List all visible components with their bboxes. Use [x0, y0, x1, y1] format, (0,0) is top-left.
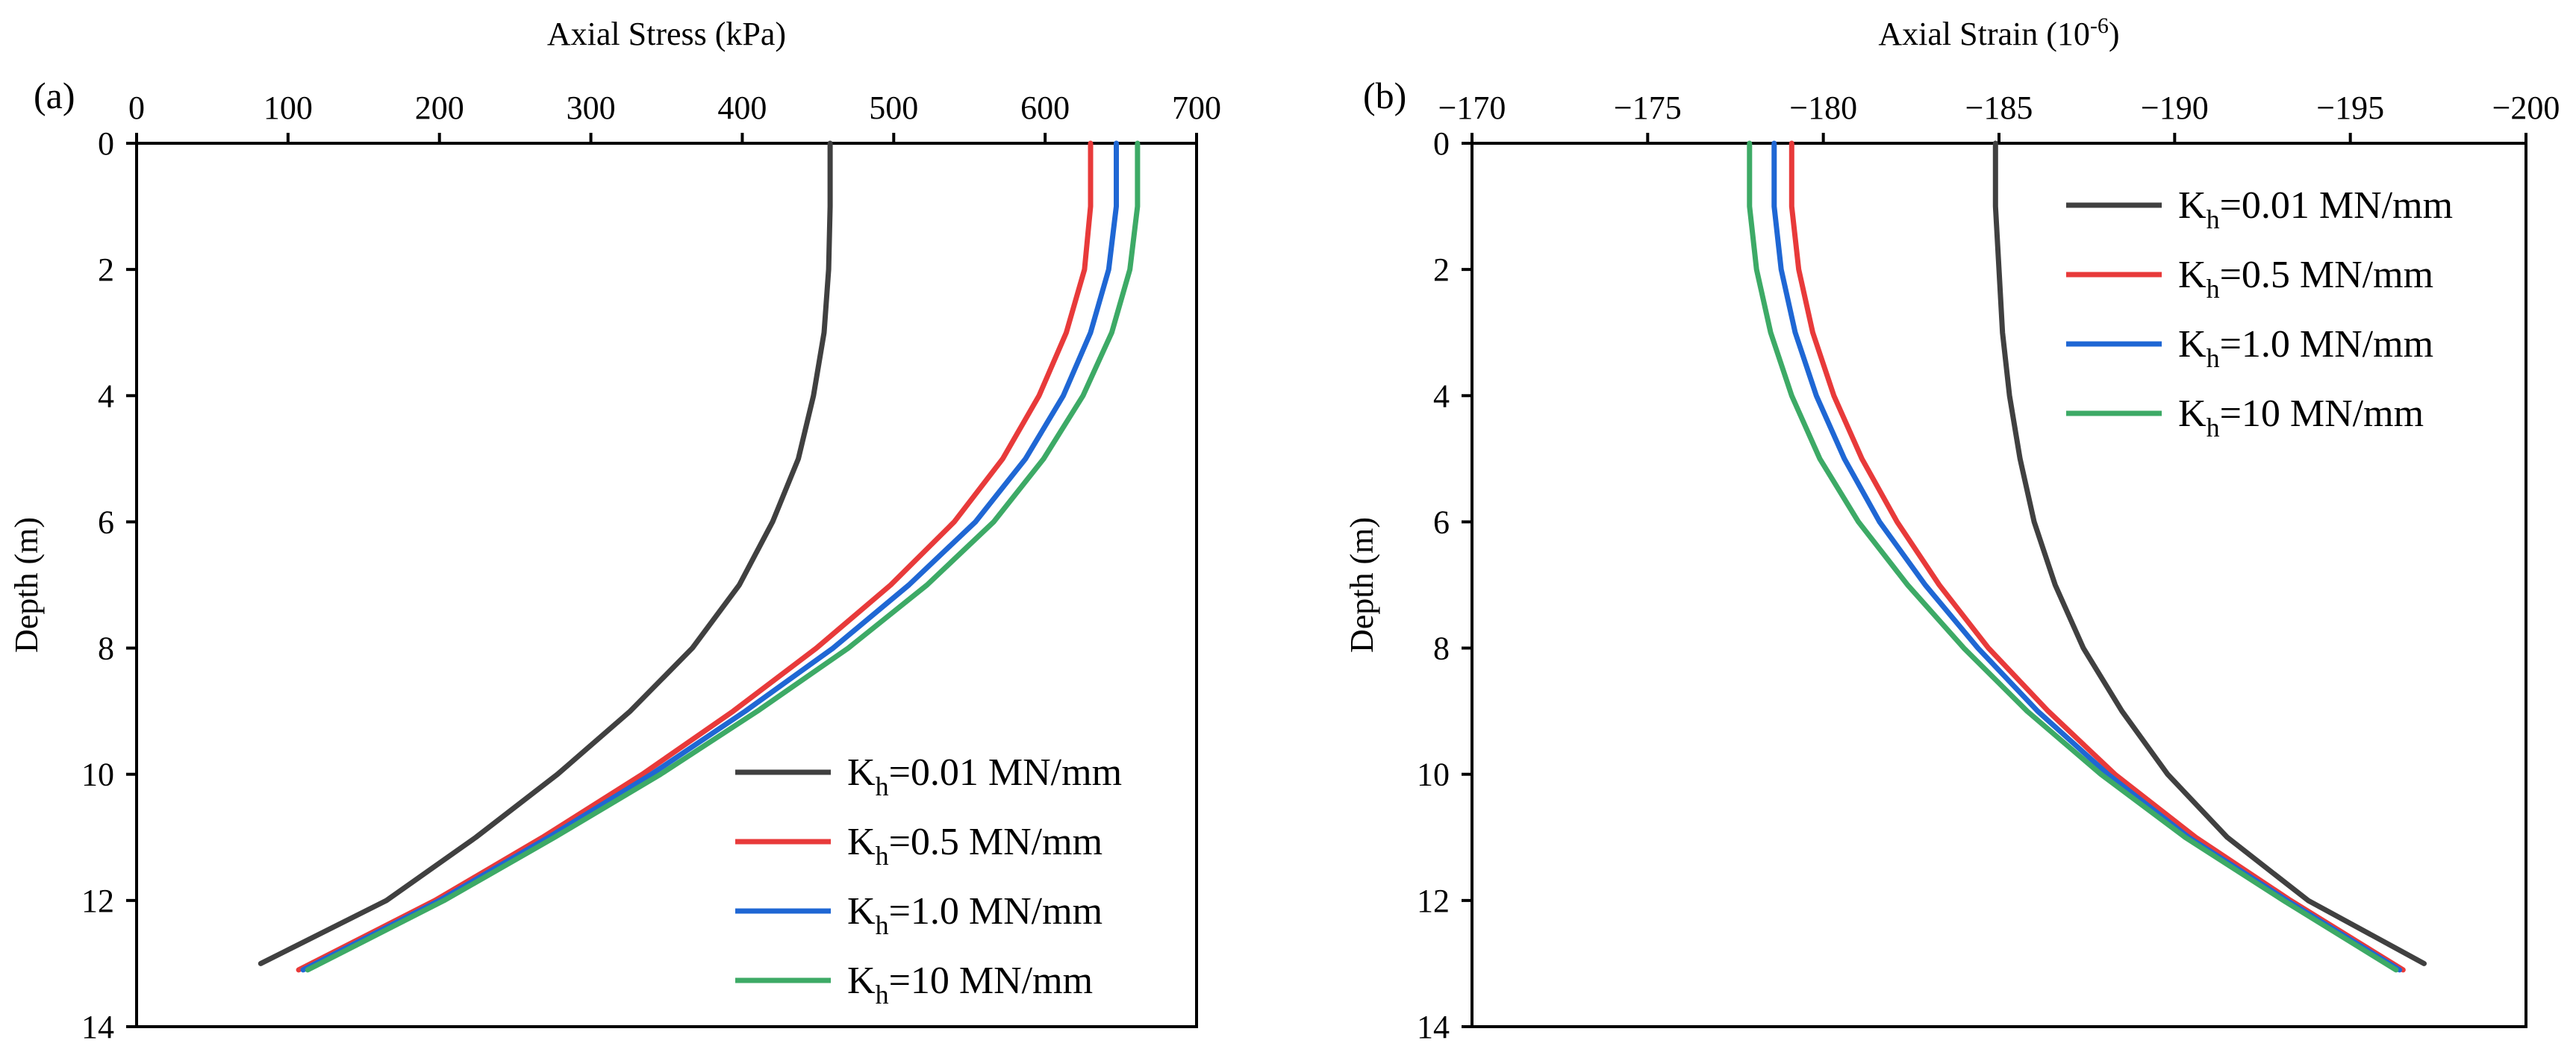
- x-tick-label: 400: [717, 90, 767, 126]
- legend-label-4: Kh=10 MN/mm: [2178, 392, 2424, 442]
- panel-label: (b): [1363, 75, 1406, 116]
- x-axis-title-superscript: -6: [2090, 13, 2109, 38]
- x-tick-label: −200: [2492, 90, 2560, 126]
- legend-label-1: Kh=0.01 MN/mm: [2178, 184, 2453, 234]
- series-line-4: [1747, 140, 2399, 973]
- y-tick-label: 12: [81, 883, 114, 919]
- y-axis-title: Depth (m): [8, 517, 45, 653]
- y-tick-label: 4: [98, 378, 114, 414]
- chart-panel-b: −170 −175 −180 −185 −190 −195 −200 0 2 4 6 8 10 12 14 A…: [1344, 13, 2560, 1045]
- x-tick-label: −175: [1614, 90, 1682, 126]
- y-tick-label: 10: [1417, 757, 1450, 793]
- x-tick-label: −185: [1965, 90, 2033, 126]
- x-axis-title-end: ): [2109, 16, 2120, 52]
- legend-label-3: Kh=1.0 MN/mm: [2178, 323, 2433, 373]
- panel-label: (a): [34, 75, 75, 116]
- y-tick-label: 0: [1433, 125, 1450, 162]
- y-tick-label: 8: [1433, 630, 1450, 667]
- y-tick-label: 14: [81, 1009, 114, 1045]
- x-axis-title: Axial Stress (kPa): [547, 16, 786, 52]
- y-tick-label: 8: [98, 630, 114, 667]
- legend-label-4: Kh=10 MN/mm: [847, 960, 1093, 1010]
- x-tick-label: −170: [1438, 90, 1506, 126]
- chart-panel-a: 0 100 200 300 400 500 600 700 0 2 4 6 8 10 12 14 Axial S…: [8, 16, 1221, 1045]
- x-tick-label: 300: [567, 90, 616, 126]
- x-tick-label: 700: [1172, 90, 1221, 126]
- y-tick-label: 6: [98, 504, 114, 540]
- y-tick-label: 2: [98, 251, 114, 288]
- y-tick-label: 4: [1433, 378, 1450, 414]
- series-line-4: [305, 140, 1141, 973]
- y-tick-label: 12: [1417, 883, 1450, 919]
- y-axis-title: Depth (m): [1344, 517, 1380, 653]
- y-tick-label: 0: [98, 125, 114, 162]
- legend-label-3: Kh=1.0 MN/mm: [847, 890, 1103, 940]
- x-tick-label: 0: [128, 90, 145, 126]
- x-axis-title: Axial Strain (10-6): [1878, 13, 2119, 52]
- x-tick-label: 500: [869, 90, 918, 126]
- legend-label-1: Kh=0.01 MN/mm: [847, 751, 1122, 801]
- y-tick-label: 6: [1433, 504, 1450, 540]
- x-tick-label: 600: [1020, 90, 1070, 126]
- x-tick-label: −195: [2316, 90, 2384, 126]
- series-line-3: [300, 140, 1119, 973]
- x-tick-label: 100: [263, 90, 313, 126]
- legend-label-2: Kh=0.5 MN/mm: [847, 821, 1103, 871]
- legend-label-2: Kh=0.5 MN/mm: [2178, 254, 2433, 304]
- y-tick-label: 14: [1417, 1009, 1450, 1045]
- y-tick-label: 10: [81, 757, 114, 793]
- series-line-2: [1788, 140, 2406, 973]
- x-tick-label: −190: [2141, 90, 2209, 126]
- y-tick-label: 2: [1433, 251, 1450, 288]
- series-line-2: [296, 140, 1094, 973]
- series-line-1: [258, 140, 833, 966]
- plot-frame: [135, 142, 1198, 1028]
- x-tick-label: −180: [1789, 90, 1857, 126]
- series-line-1: [1992, 140, 2427, 966]
- x-tick-label: 200: [415, 90, 464, 126]
